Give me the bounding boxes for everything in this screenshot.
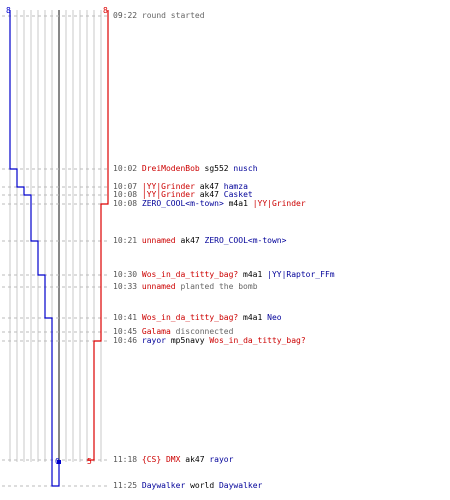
ct-player-name: rayor <box>141 336 166 345</box>
t-player-name: {CS} DMX <box>141 455 181 464</box>
event-time: 10:46 <box>113 336 142 345</box>
event-detail: ak47 <box>180 455 210 464</box>
event-time: 10:02 <box>113 164 142 173</box>
ct-player-name: rayor <box>209 455 234 464</box>
event-time: 10:33 <box>113 282 142 291</box>
event-detail: disconnected <box>170 327 234 336</box>
t-end-count: 5 <box>87 457 92 466</box>
event-time: 10:30 <box>113 270 142 279</box>
event-detail: sg552 <box>199 164 234 173</box>
ct-start-count: 8 <box>6 6 11 15</box>
event-row: 09:22 round started <box>113 11 205 20</box>
ct-player-name: ZERO_COOL<m-town> <box>204 236 287 245</box>
t-player-name: Galama <box>141 327 171 336</box>
event-row: 10:02 DreiModenBob sg552 nusch <box>113 164 258 173</box>
t-player-name: unnamed <box>141 236 176 245</box>
t-player-name: unnamed <box>141 282 176 291</box>
event-row: 11:25 Daywalker world Daywalker <box>113 481 262 490</box>
t-player-name: |YY|Grinder <box>141 182 195 191</box>
event-time: 10:45 <box>113 327 142 336</box>
ct-player-name: hamza <box>223 182 248 191</box>
event-time: 10:41 <box>113 313 142 322</box>
event-row: 10:46 rayor mp5navy Wos_in_da_titty_bag? <box>113 336 306 345</box>
t-player-name: |YY|Grinder <box>252 199 306 208</box>
event-detail: m4a1 <box>238 313 268 322</box>
event-row: 10:45 Galama disconnected <box>113 327 233 336</box>
event-row: 10:33 unnamed planted the bomb <box>113 282 258 291</box>
ct-player-name: ZERO_COOL<m-town> <box>141 199 224 208</box>
ct-end-marker <box>57 460 61 464</box>
event-time: 11:18 <box>113 455 142 464</box>
t-player-name: Wos_in_da_titty_bag? <box>141 313 239 322</box>
event-detail: mp5navy <box>166 336 210 345</box>
event-row: 10:08 |YY|Grinder ak47 Casket <box>113 190 253 199</box>
ct-end-count: 0 <box>55 457 60 466</box>
event-time: 10:07 <box>113 182 142 191</box>
event-detail: round started <box>141 11 205 20</box>
event-detail: ak47 <box>175 236 205 245</box>
event-detail: world <box>185 481 219 490</box>
event-row: 10:08 ZERO_COOL<m-town> m4a1 |YY|Grinder <box>113 199 306 208</box>
event-detail: m4a1 <box>238 270 268 279</box>
event-detail: ak47 <box>194 182 224 191</box>
event-row: 10:07 |YY|Grinder ak47 hamza <box>113 182 248 191</box>
event-row: 10:21 unnamed ak47 ZERO_COOL<m-town> <box>113 236 286 245</box>
ct-player-name: Daywalker <box>218 481 263 490</box>
ct-player-name: |YY|Raptor_FFm <box>267 270 335 279</box>
kill-timeline-graph <box>2 10 110 487</box>
ct-player-name: Casket <box>223 190 253 199</box>
ct-player-name: nusch <box>233 164 258 173</box>
event-time: 10:08 <box>113 190 142 199</box>
event-detail: planted the bomb <box>175 282 258 291</box>
event-time: 10:21 <box>113 236 142 245</box>
t-player-name: Wos_in_da_titty_bag? <box>209 336 306 345</box>
event-detail: ak47 <box>194 190 224 199</box>
ct-player-name: Daywalker <box>141 481 186 490</box>
event-time: 11:25 <box>113 481 142 490</box>
event-row: 10:30 Wos_in_da_titty_bag? m4a1 |YY|Rapt… <box>113 270 335 279</box>
event-detail: m4a1 <box>223 199 253 208</box>
t-player-name: DreiModenBob <box>141 164 200 173</box>
event-time: 09:22 <box>113 11 142 20</box>
event-row: 11:18 {CS} DMX ak47 rayor <box>113 455 233 464</box>
ct-alive-line <box>9 10 60 487</box>
t-alive-line <box>87 10 109 461</box>
t-player-name: |YY|Grinder <box>141 190 195 199</box>
event-time: 10:08 <box>113 199 142 208</box>
t-player-name: Wos_in_da_titty_bag? <box>141 270 239 279</box>
event-row: 10:41 Wos_in_da_titty_bag? m4a1 Neo <box>113 313 282 322</box>
ct-player-name: Neo <box>267 313 282 322</box>
t-start-count: 8 <box>103 6 108 15</box>
